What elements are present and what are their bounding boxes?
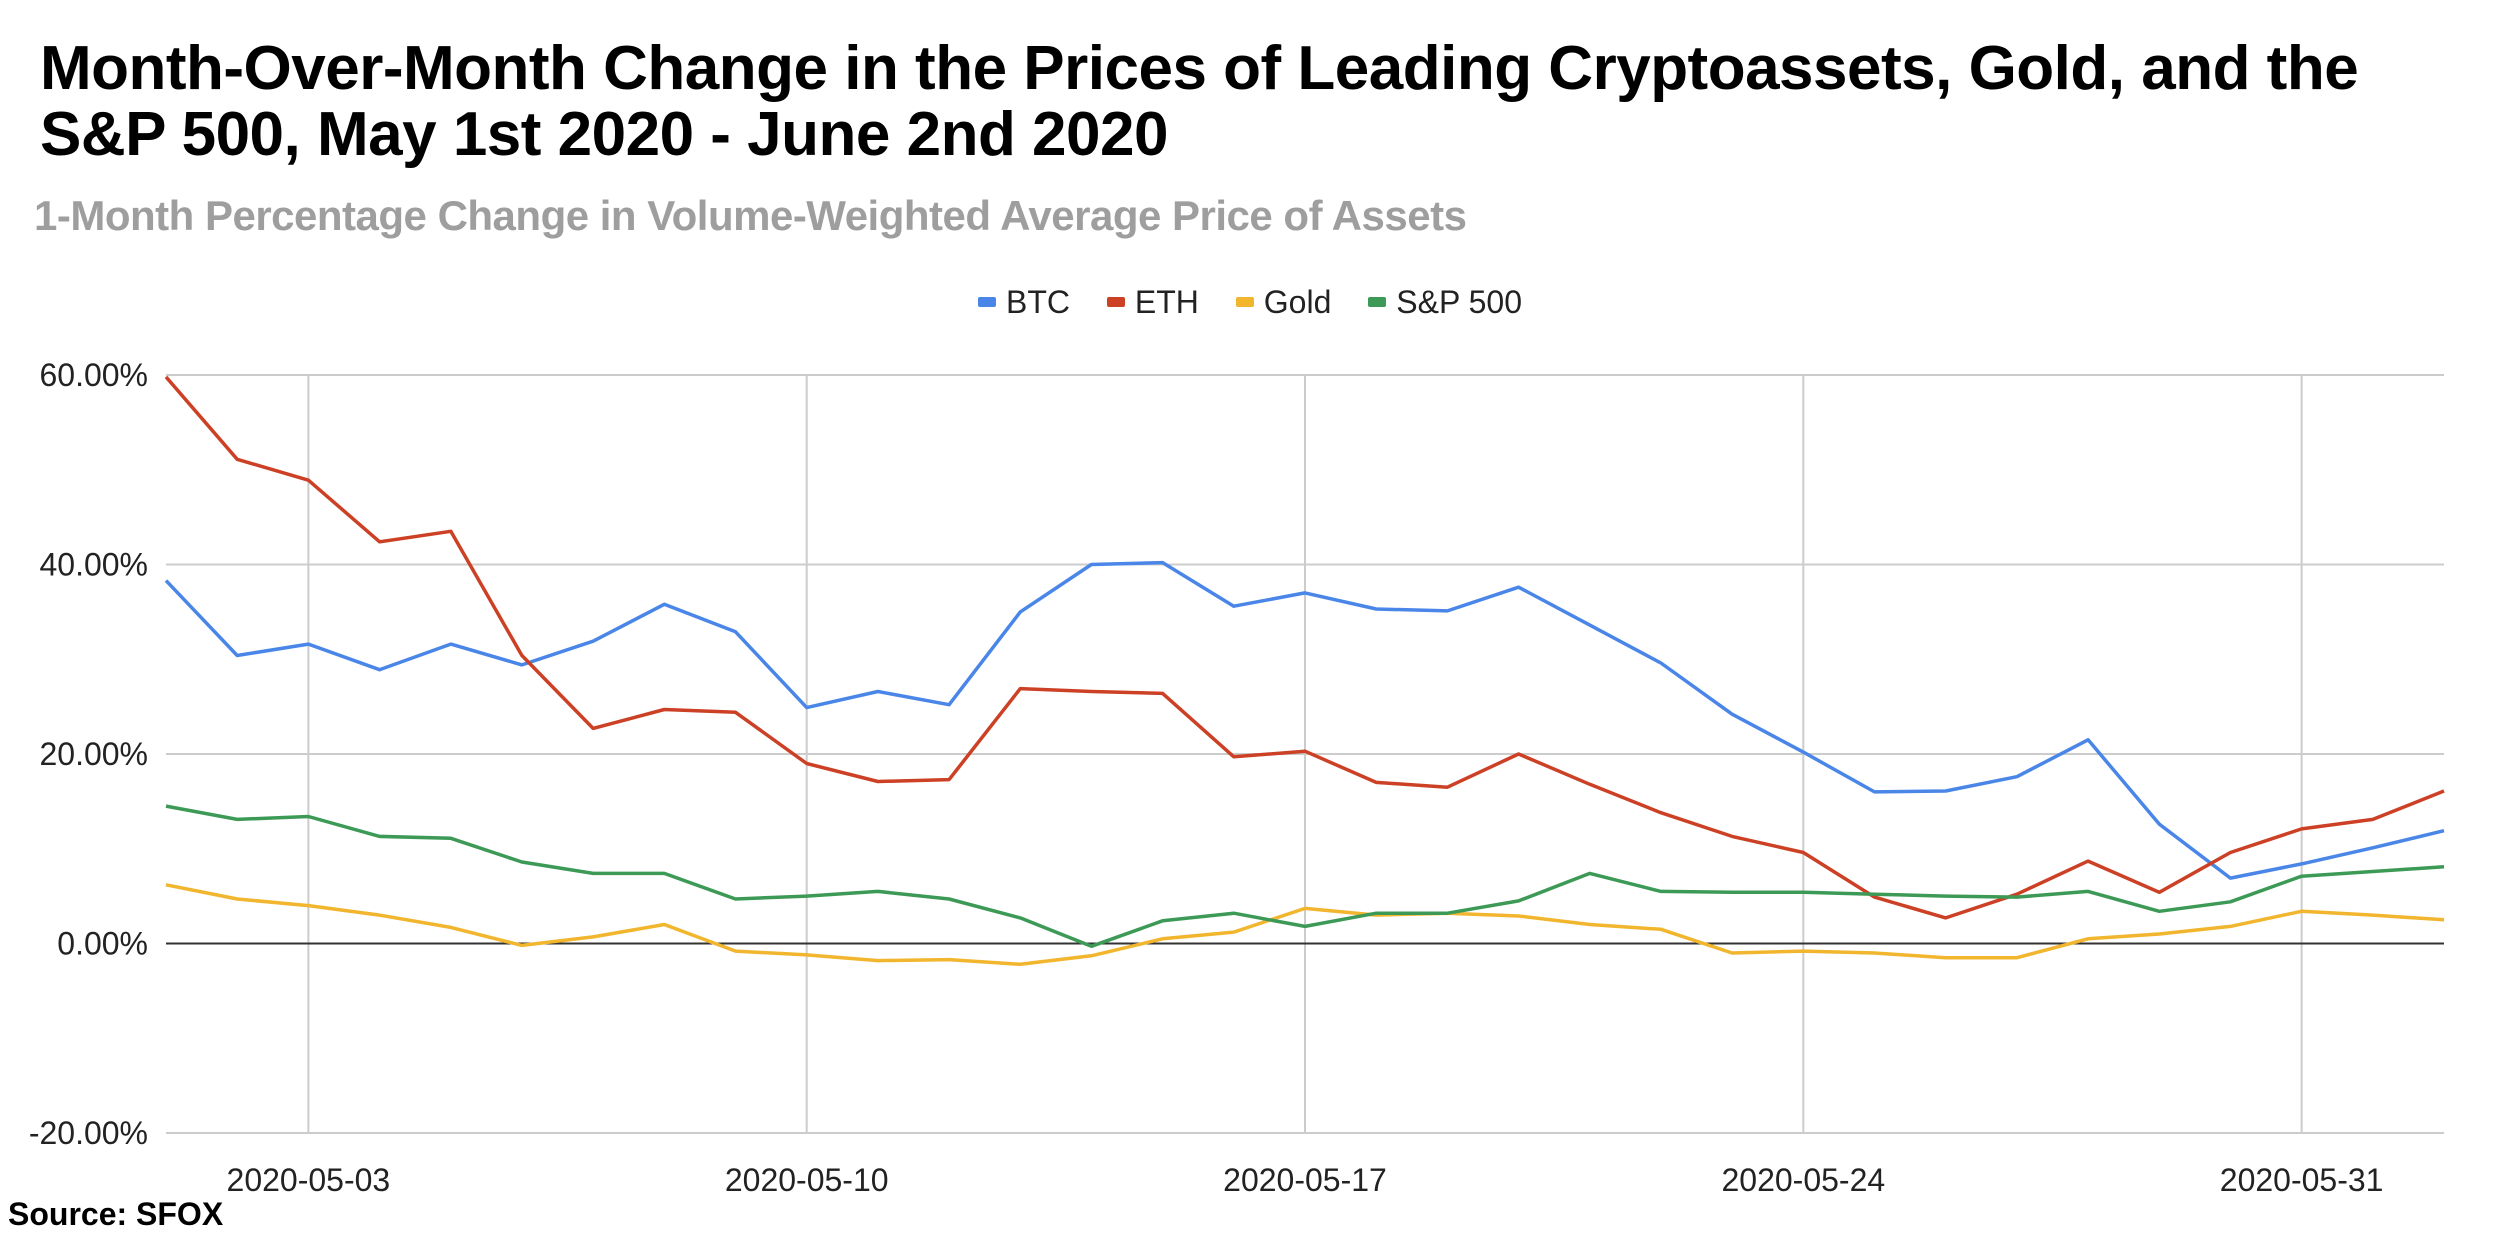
legend-swatch-icon [1368, 297, 1387, 307]
chart-subtitle: 1-Month Percentage Change in Volume-Weig… [34, 192, 1467, 239]
series-line-eth [164, 375, 2445, 920]
y-tick-label: 20.00% [39, 736, 148, 772]
legend-item-btc[interactable]: BTC [978, 284, 1070, 321]
legend-swatch-icon [978, 297, 996, 307]
y-tick-label: 60.00% [39, 357, 148, 393]
legend-item-gold[interactable]: Gold [1235, 283, 1332, 321]
legend-label: S&P 500 [1396, 283, 1522, 320]
legend-item-sp500[interactable]: S&P 500 [1368, 284, 1522, 321]
legend: BTC ETH Gold S&P 500 [0, 278, 2500, 321]
y-tick-label: 40.00% [39, 547, 148, 583]
legend-label: Gold [1263, 283, 1332, 320]
legend-label: BTC [1006, 283, 1070, 320]
series-line-btc [164, 560, 2445, 880]
y-tick-label: -20.00% [29, 1115, 148, 1151]
legend-label: ETH [1134, 283, 1199, 320]
x-tick-label: 2020-05-10 [725, 1162, 889, 1198]
chart-title: Month-Over-Month Change in the Prices of… [40, 34, 2359, 169]
x-tick-label: 2020-05-31 [2220, 1162, 2384, 1198]
source-label: Source: SFOX [8, 1196, 224, 1232]
legend-swatch-icon [1106, 297, 1125, 307]
legend-swatch-icon [1235, 297, 1254, 307]
legend-item-eth[interactable]: ETH [1106, 283, 1199, 321]
series-line-gold [165, 883, 2445, 967]
x-tick-label: 2020-05-03 [227, 1162, 391, 1198]
x-tick-label: 2020-05-24 [1721, 1162, 1885, 1198]
x-tick-label: 2020-05-17 [1223, 1162, 1387, 1198]
series-line-s-p-500 [165, 804, 2445, 949]
y-tick-label: 0.00% [57, 926, 148, 962]
